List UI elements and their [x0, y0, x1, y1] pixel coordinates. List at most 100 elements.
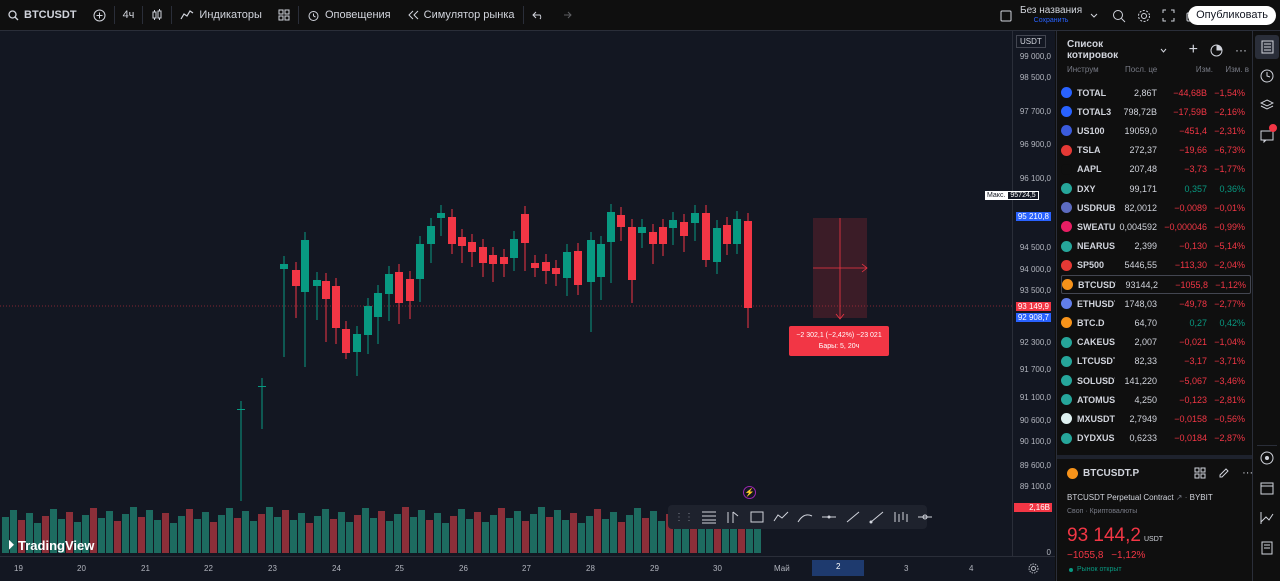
watchlist-sidebar-icon[interactable] [1255, 35, 1279, 59]
row-change-pct: −1,12% [1215, 279, 1246, 290]
watchlist-row[interactable]: SWEATUSDT 0,004592 −0,000046 −0,99% [1061, 217, 1251, 236]
edit-icon[interactable] [1218, 467, 1230, 479]
time-axis[interactable]: 19 20 21 22 23 24 25 26 27 28 29 30 Май 2 3 4 [0, 556, 1055, 581]
projection-icon[interactable] [916, 510, 934, 524]
clock-icon[interactable] [1260, 69, 1274, 83]
watchlist-row[interactable]: TOTAL 2,86T −44,68B −1,54% [1061, 83, 1251, 102]
symbol-search[interactable]: BTCUSDT [0, 0, 85, 31]
symbol-logo-icon [1061, 87, 1072, 98]
watchlist-row[interactable]: USDRUB 82,0012 −0,0089 −0,01% [1061, 198, 1251, 217]
chat-icon[interactable] [1260, 129, 1274, 143]
trend-line-icon[interactable] [844, 510, 862, 524]
row-symbol: ATOMUSDT [1077, 394, 1115, 405]
row-change-pct: −2,77% [1214, 298, 1245, 309]
templates-icon[interactable] [270, 0, 298, 31]
row-last: 0,004592 [1119, 221, 1157, 232]
horizontal-line-icon[interactable] [820, 510, 838, 524]
price-axis[interactable]: USDT 99 000,0 98 500,0 97 700,0 96 900,0 96 … [1012, 31, 1055, 561]
watchlist-row[interactable]: AAPL 207,48 −3,73 −1,77% [1061, 160, 1251, 179]
volume-bar [418, 510, 425, 553]
path-icon[interactable] [772, 510, 790, 524]
chevron-down-icon[interactable] [1160, 48, 1167, 53]
price-tick-label: 92 908,7 [1015, 313, 1051, 322]
axis-settings-icon[interactable] [1028, 563, 1039, 574]
watchlist-row[interactable]: NEARUSDT 2,399 −0,130 −5,14% [1061, 237, 1251, 256]
add-icon[interactable]: + [1188, 41, 1198, 58]
layout-name-button[interactable]: Без названия Сохранить [1020, 5, 1082, 26]
details-symbol[interactable]: BTCUSDT.P [1083, 467, 1140, 479]
chart-pane[interactable]: −2 302,1 (−2,42%) −23 021 Бары: 5, 20ч ⏵… [0, 31, 1055, 581]
replay-button[interactable]: Симулятор рынка [399, 0, 523, 31]
ray-icon[interactable] [868, 510, 886, 524]
candles-layer[interactable] [0, 31, 1012, 556]
volume-bar [178, 516, 185, 553]
candle-body [733, 219, 741, 244]
volume-bar [298, 513, 305, 553]
watchlist-title[interactable]: Список котировок [1067, 39, 1119, 61]
interval-button[interactable]: 4ч [122, 9, 135, 21]
chevron-down-icon[interactable] [1090, 13, 1098, 19]
tradingview-logo[interactable]: ⏵ TradingView [8, 538, 94, 553]
row-change-pct: −2,31% [1214, 125, 1245, 136]
col-symbol[interactable]: Инструм [1067, 65, 1099, 74]
lightning-icon[interactable]: ⚡ [743, 486, 756, 499]
watchlist-row[interactable]: ETHUSDT 1748,03 −49,78 −2,77% [1061, 294, 1251, 313]
rectangle-icon[interactable] [748, 510, 766, 524]
watchlist-row[interactable]: BTCUSDT 93144,2 −1055,8 −1,12% [1061, 275, 1251, 294]
publish-button[interactable]: Опубликовать [1188, 6, 1276, 25]
grid-icon[interactable] [1194, 467, 1206, 479]
drag-handle-icon[interactable]: ⋮⋮ [674, 511, 694, 523]
watchlist-row[interactable]: ATOMUSDT 4,250 −0,123 −2,81% [1061, 390, 1251, 409]
price-tick-label: 96 900,0 [1019, 140, 1051, 149]
watchlist-row[interactable]: TSLA 272,37 −19,66 −6,73% [1061, 141, 1251, 160]
add-symbol-icon[interactable] [85, 0, 114, 31]
row-change: −44,68B [1173, 87, 1207, 98]
pitchfork-icon[interactable] [724, 510, 742, 524]
pie-chart-icon[interactable] [1210, 44, 1223, 57]
col-change-pct[interactable]: Изм. в [1225, 65, 1249, 74]
undo-icon[interactable] [524, 0, 552, 31]
notes-icon[interactable] [1260, 541, 1274, 555]
alerts-button[interactable]: Оповещения [299, 0, 399, 31]
watchlist-row[interactable]: MXUSDT 2,7949 −0,0158 −0,56% [1061, 409, 1251, 428]
volume-bar [74, 522, 81, 553]
watchlist-row[interactable]: BTC.D 64,70 0,27 0,42% [1061, 313, 1251, 332]
indicators-button[interactable]: Индикаторы [172, 0, 270, 31]
quick-search-icon[interactable] [1112, 9, 1126, 23]
brush-icon[interactable] [796, 510, 814, 524]
strategy-icon[interactable] [1260, 511, 1274, 525]
separator [522, 6, 524, 24]
redo-icon[interactable] [552, 0, 580, 31]
bars-pattern-icon[interactable] [892, 510, 910, 524]
watchlist-row[interactable]: SP500 5446,55 −113,30 −2,04% [1061, 256, 1251, 275]
time-tick-label: 20 [77, 564, 86, 573]
watchlist-row[interactable]: US100 19059,0 −451,4 −2,31% [1061, 121, 1251, 140]
candles-icon[interactable] [143, 0, 171, 31]
watchlist-row[interactable]: SOLUSDT 141,220 −5,067 −3,46% [1061, 371, 1251, 390]
details-price-row: 93 144,2 USDT [1067, 525, 1163, 547]
target-icon[interactable] [1260, 451, 1274, 465]
volume-bar [98, 518, 105, 553]
volume-bar [218, 515, 225, 553]
layers-icon[interactable] [1260, 99, 1274, 113]
col-last[interactable]: Посл. це [1125, 65, 1158, 74]
watchlist-row[interactable]: DXY 99,171 0,357 0,36% [1061, 179, 1251, 198]
volume-bar [570, 513, 577, 553]
indicators-icon [180, 9, 194, 21]
time-tick-label: 25 [395, 564, 404, 573]
more-icon[interactable]: ··· [1242, 467, 1254, 479]
settings-gear-icon[interactable] [1137, 9, 1151, 23]
volume-bar [338, 512, 345, 553]
watchlist-row[interactable]: LTCUSDT 82,33 −3,17 −3,71% [1061, 352, 1251, 371]
watchlist-row[interactable]: DYDXUSDT 0,6233 −0,0184 −2,87% [1061, 429, 1251, 448]
external-link-icon[interactable]: ↗ · [1175, 493, 1190, 502]
watchlist-row[interactable]: CAKEUSDT 2,007 −0,021 −1,04% [1061, 333, 1251, 352]
calendar-icon[interactable] [1260, 481, 1274, 495]
col-change[interactable]: Изм. [1195, 65, 1213, 74]
layout-square-icon[interactable] [1000, 10, 1012, 22]
fib-icon[interactable] [700, 510, 718, 524]
fullscreen-icon[interactable] [1162, 9, 1175, 22]
watchlist-row[interactable]: TOTAL3 798,72B −17,59B −2,16% [1061, 102, 1251, 121]
currency-selector[interactable]: USDT [1016, 35, 1046, 48]
more-icon[interactable]: ··· [1235, 43, 1247, 57]
